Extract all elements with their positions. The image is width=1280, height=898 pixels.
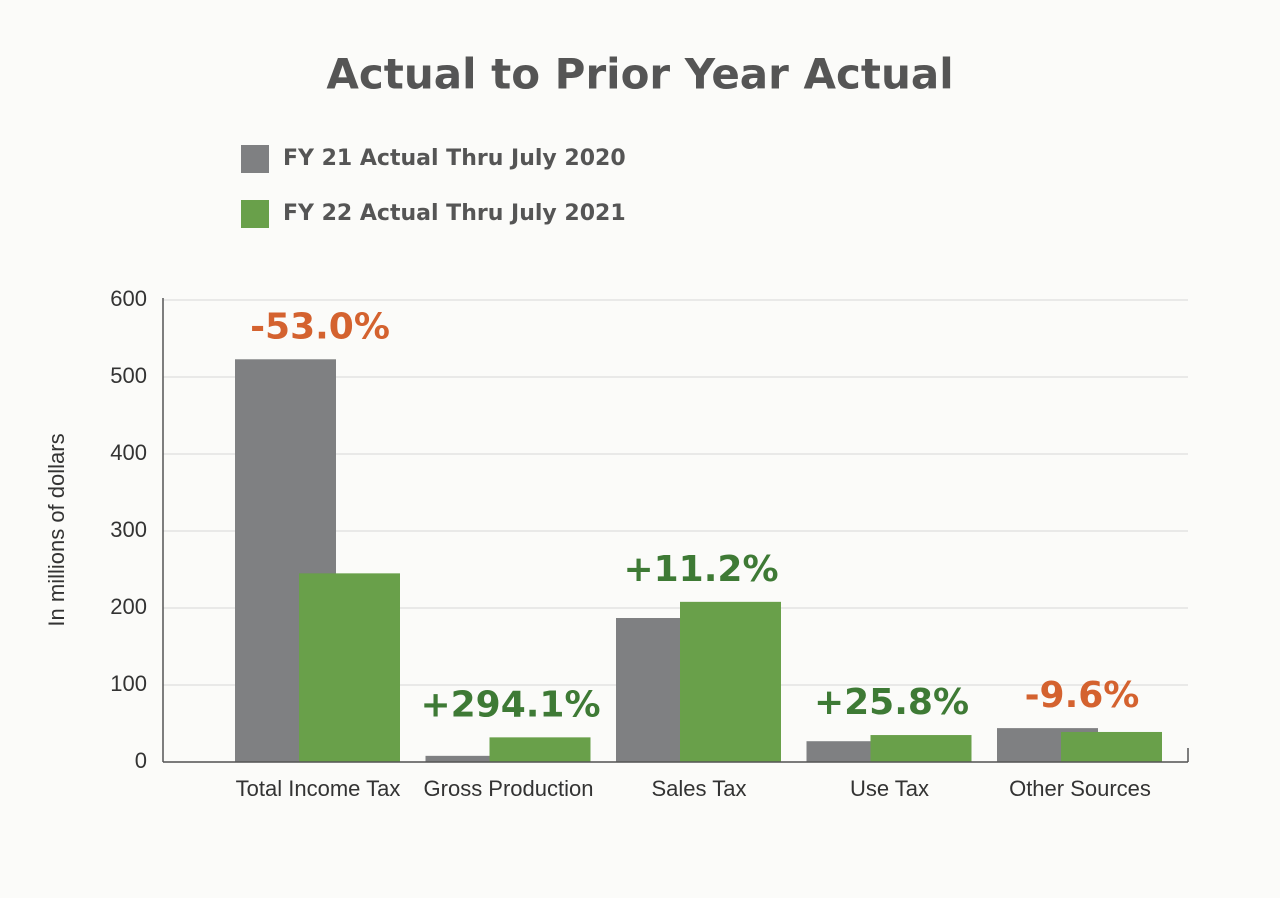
x-tick-label: Total Income Tax	[236, 776, 401, 801]
change-label: +294.1%	[420, 684, 600, 725]
y-tick-label: 500	[110, 363, 147, 388]
y-tick-label: 200	[110, 594, 147, 619]
y-tick-label: 300	[110, 517, 147, 542]
bars	[235, 359, 1162, 762]
bar	[489, 737, 591, 762]
change-label: +11.2%	[623, 549, 778, 590]
legend-label: FY 22 Actual Thru July 2021	[283, 201, 626, 226]
chart-title: Actual to Prior Year Actual	[326, 50, 953, 99]
change-label: -9.6%	[1025, 675, 1140, 716]
change-label: +25.8%	[814, 682, 969, 723]
y-tick-label: 0	[135, 748, 147, 773]
x-tick-label: Use Tax	[850, 776, 929, 801]
x-tick-label: Sales Tax	[652, 776, 747, 801]
y-axis-label: In millions of dollars	[44, 433, 69, 626]
x-tick-label: Other Sources	[1009, 776, 1151, 801]
x-tick-label: Gross Production	[424, 776, 594, 801]
y-tick-label: 400	[110, 440, 147, 465]
legend-swatch	[241, 200, 269, 228]
y-tick-label: 600	[110, 286, 147, 311]
bar	[299, 573, 400, 762]
legend-label: FY 21 Actual Thru July 2020	[283, 146, 626, 171]
bar	[425, 755, 527, 762]
change-label: -53.0%	[250, 306, 390, 347]
bar	[1061, 731, 1162, 762]
bar	[680, 601, 781, 762]
y-tick-label: 100	[110, 671, 147, 696]
bar	[870, 735, 972, 762]
legend-swatch	[241, 145, 269, 173]
